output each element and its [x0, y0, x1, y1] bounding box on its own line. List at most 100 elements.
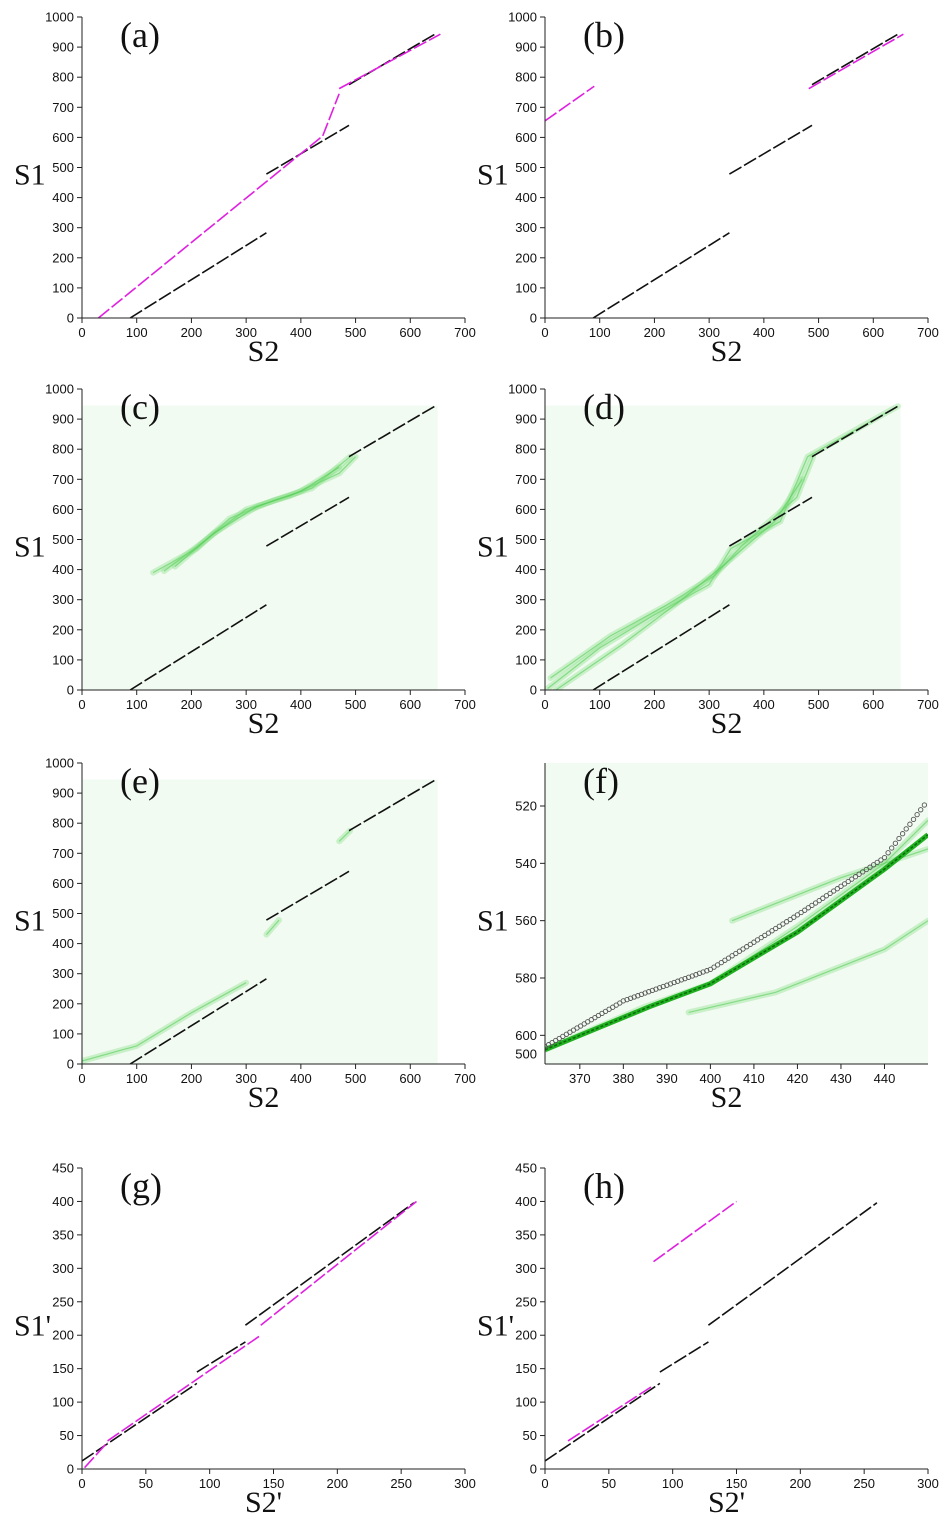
path-circle: [740, 946, 746, 952]
series-0-segment-1: [265, 870, 350, 921]
path-circle: [805, 905, 811, 911]
x-axis-label: S2: [248, 707, 280, 740]
y-tick-label: 700: [52, 472, 74, 487]
x-tick-label: 500: [808, 697, 830, 712]
x-tick-label: 300: [235, 1071, 257, 1086]
path-circle: [907, 821, 913, 827]
series-0-segment-1: [196, 1341, 246, 1373]
y-tick-label: 900: [515, 412, 537, 427]
y-axis-label: S1': [14, 1310, 51, 1343]
y-axis-label: S1: [477, 531, 509, 564]
panel-b: 0 100 200 300 400 500 600 700 0 100 200 300 400 500 60…: [477, 10, 939, 369]
path-circle: [838, 883, 844, 889]
series-1-segment-2: [260, 1200, 417, 1326]
path-circle: [765, 930, 772, 936]
series-0-segment-2: [811, 33, 899, 86]
path-circle: [910, 816, 917, 823]
y-tick-label: 800: [52, 816, 74, 831]
panel-label: (d): [583, 387, 625, 427]
path-circle: [812, 900, 819, 906]
y-tick-label: 150: [515, 1361, 537, 1376]
path-circle: [874, 859, 880, 866]
y-tick-label: 300: [515, 220, 537, 235]
x-tick-label: 300: [235, 325, 257, 340]
y-tick-label: 900: [515, 40, 537, 55]
path-circle: [714, 962, 721, 968]
y-axis-label: S1: [477, 905, 509, 938]
series-0-segment-0: [129, 978, 267, 1064]
series-0-segment-2: [244, 1202, 415, 1326]
path-circle: [707, 966, 714, 973]
x-tick-label: 700: [454, 325, 476, 340]
y-tick-label: 600: [52, 502, 74, 517]
path-circle: [733, 950, 739, 957]
series-1-segment-0: [567, 1384, 654, 1442]
y-tick-label: 700: [515, 472, 537, 487]
x-tick-label: 300: [454, 1476, 476, 1491]
y-tick-label: 100: [52, 652, 74, 667]
y-tick-label: 600: [515, 1028, 537, 1043]
y-tick-label: 200: [52, 622, 74, 637]
y-tick-label: 540: [515, 856, 537, 871]
series-0-segment-1: [265, 124, 350, 175]
y-tick-label: 800: [515, 442, 537, 457]
path-circle: [718, 959, 724, 966]
y-tick-label: 200: [515, 1328, 537, 1343]
y-tick-label: 800: [52, 70, 74, 85]
path-circle: [780, 921, 786, 927]
x-tick-label: 400: [700, 1071, 722, 1086]
y-tick-label: 400: [515, 190, 537, 205]
y-tick-label: 700: [52, 100, 74, 115]
y-tick-label: 400: [515, 1194, 537, 1209]
panel-g: 0 50 100 150 200 250 300 0 50 100 150 200 250 300 350 4…: [14, 1161, 476, 1520]
series-0-segment-1: [265, 496, 350, 547]
panel-label: (c): [120, 387, 160, 427]
x-tick-label: 600: [399, 325, 421, 340]
series-1-segment-1: [107, 1334, 262, 1442]
y-tick-label: 450: [515, 1161, 537, 1176]
path-circle: [744, 944, 750, 950]
x-tick-label: 150: [263, 1476, 285, 1491]
x-tick-label: 0: [541, 325, 548, 340]
y-tick-label: 1000: [508, 10, 537, 25]
path-circle: [776, 923, 782, 929]
panel-f: 370 380 390 400 410 420 430 440 520 540 560 580 600 5…: [477, 761, 928, 1114]
x-tick-label: 200: [181, 697, 203, 712]
path-circle: [834, 886, 840, 892]
series-0-segment-0: [129, 232, 267, 318]
x-tick-label: 700: [454, 1071, 476, 1086]
path-circle: [921, 802, 928, 808]
y-tick-label: 500: [515, 532, 537, 547]
y-tick-label: 100: [515, 652, 537, 667]
x-tick-label: 700: [454, 697, 476, 712]
series-0-segment-0: [129, 604, 267, 690]
path-circle: [816, 897, 822, 904]
y-tick-label: 700: [515, 100, 537, 115]
panel-label: (e): [120, 761, 160, 801]
series-1-segment-0: [83, 1441, 109, 1469]
x-tick-label: 200: [644, 325, 666, 340]
y-tick-label: 350: [52, 1227, 74, 1242]
path-circle: [885, 850, 891, 856]
heat-line-2: [174, 466, 340, 568]
y-tick-label: 0: [530, 1462, 537, 1477]
series-0-segment-0: [592, 232, 730, 318]
x-tick-label: 400: [290, 697, 312, 712]
y-tick-label: 450: [52, 1161, 74, 1176]
x-tick-label: 420: [787, 1071, 809, 1086]
x-tick-label: 100: [126, 1071, 148, 1086]
series-0-segment-1: [659, 1341, 709, 1373]
series-1-segment-0: [97, 135, 324, 318]
series-1-segment-1: [321, 93, 340, 137]
y-tick-label: 300: [515, 1261, 537, 1276]
path-circle: [870, 862, 877, 868]
path-circle: [794, 912, 801, 918]
panel-label: (h): [583, 1166, 625, 1206]
x-axis-label: S2: [248, 1081, 280, 1114]
x-tick-label: 400: [290, 1071, 312, 1086]
y-tick-label: 500: [52, 906, 74, 921]
x-tick-label: 500: [345, 1071, 367, 1086]
x-tick-label: 600: [399, 1071, 421, 1086]
x-tick-label: 370: [569, 1071, 591, 1086]
panel-a: 0 100 200 300 400 500 600 700 0 100 200 300 400 500 60…: [14, 10, 476, 369]
